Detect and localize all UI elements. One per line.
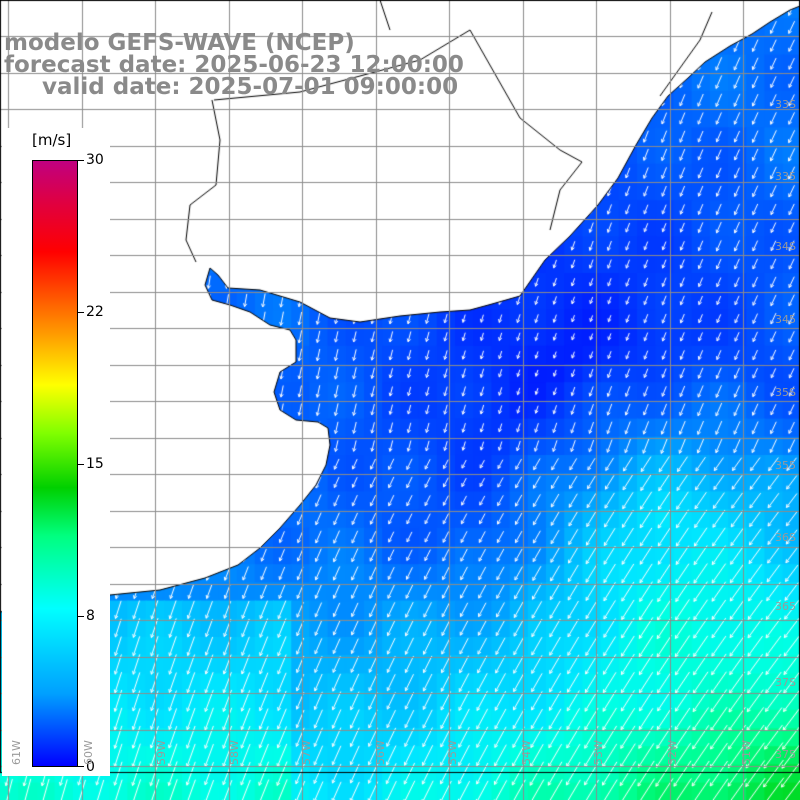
lat-label: 33S <box>775 98 796 111</box>
map-title-model: modelo GEFS-WAVE (NCEP) <box>4 30 355 56</box>
lon-label: 56W <box>374 740 387 765</box>
colorbar <box>32 160 78 767</box>
colorbar-unit-label: [m/s] <box>32 131 72 149</box>
colorbar-tickmark <box>78 312 84 313</box>
lon-label: 61W <box>10 740 23 765</box>
map-title-forecast-date: forecast date: 2025-06-23 12:00:00 <box>4 52 464 78</box>
lat-label: 335 <box>775 170 796 183</box>
lon-label: 54W <box>520 740 533 765</box>
lat-label: 365 <box>775 600 796 613</box>
lat-label: 375 <box>775 748 796 761</box>
colorbar-tickmark <box>78 766 84 767</box>
colorbar-tickmark <box>78 160 84 161</box>
lat-label: 355 <box>775 459 796 472</box>
lat-label: 36S <box>775 531 796 544</box>
colorbar-tick-15: 15 <box>86 456 104 472</box>
lon-label: 53W <box>592 740 605 765</box>
colorbar-tick-22: 22 <box>86 304 104 320</box>
lat-label: 37S <box>775 676 796 689</box>
map-title-valid-date: valid date: 2025-07-01 09:00:00 <box>42 74 459 100</box>
colorbar-tick-8: 8 <box>86 608 95 624</box>
lon-label: 60W <box>82 740 95 765</box>
colorbar-tick-30: 30 <box>86 152 104 168</box>
colorbar-tickmark <box>78 464 84 465</box>
lon-label: 58W <box>228 740 241 765</box>
colorbar-tick-0: 0 <box>86 759 95 775</box>
lon-label: 51W <box>740 740 753 765</box>
lat-label: 345 <box>775 313 796 326</box>
colorbar-tickmark <box>78 616 84 617</box>
lon-label: 57W <box>300 740 313 765</box>
lon-label: 52W <box>666 740 679 765</box>
lon-label: 55W <box>446 740 459 765</box>
lat-label: 35S <box>775 386 796 399</box>
lon-label: 59W <box>155 740 168 765</box>
lat-label: 34S <box>775 240 796 253</box>
